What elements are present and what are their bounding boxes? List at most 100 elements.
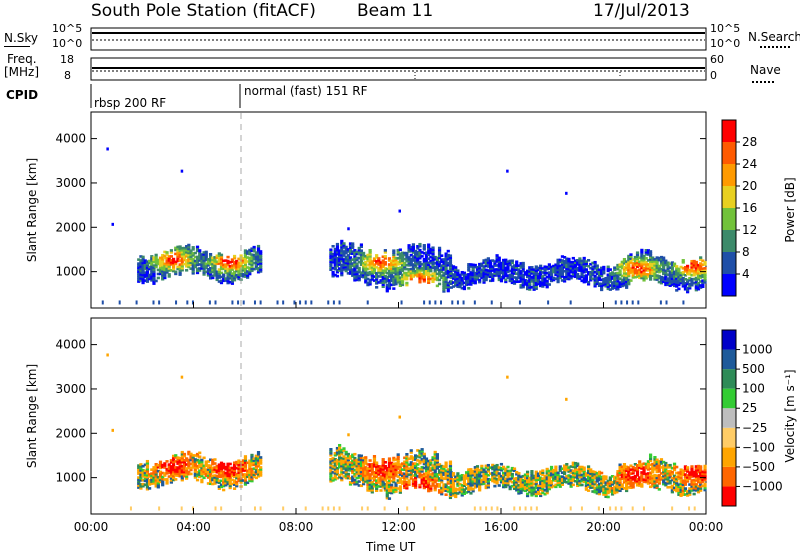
data-cell — [189, 255, 193, 259]
data-cell — [403, 265, 407, 269]
data-cell — [657, 258, 661, 262]
data-cell — [600, 270, 604, 274]
data-cell — [528, 476, 532, 480]
data-cell — [414, 482, 418, 485]
data-cell — [703, 271, 707, 274]
data-cell — [143, 475, 147, 479]
data-cell — [659, 263, 664, 267]
data-cell — [237, 465, 241, 469]
data-cell — [600, 282, 604, 286]
data-cell — [226, 261, 230, 265]
data-cell — [243, 271, 248, 274]
data-cell — [416, 270, 420, 274]
data-cell — [515, 262, 519, 266]
data-cell — [357, 470, 361, 473]
data-cell — [364, 274, 368, 278]
data-cell — [191, 462, 195, 465]
data-cell — [427, 479, 431, 483]
data-cell — [480, 480, 484, 484]
data-cell — [209, 458, 213, 462]
data-cell — [530, 476, 534, 479]
data-cell — [198, 475, 202, 479]
data-cell — [602, 283, 606, 287]
data-cell — [178, 458, 182, 462]
data-cell — [677, 287, 681, 291]
data-cell — [143, 469, 147, 473]
data-cell — [243, 467, 248, 470]
data-cell — [672, 282, 677, 286]
data-cell — [383, 257, 387, 260]
data-cell — [681, 471, 685, 475]
data-cell — [331, 477, 335, 480]
data-cell — [331, 256, 335, 260]
data-cell — [512, 268, 517, 271]
data-cell — [464, 487, 469, 490]
data-cell — [694, 284, 698, 288]
data-cell — [405, 486, 409, 490]
data-cell — [195, 249, 200, 253]
data-cell — [631, 465, 635, 469]
data-cell — [499, 468, 504, 472]
data-cell — [331, 467, 335, 470]
data-cell — [686, 470, 690, 473]
data-cell — [480, 482, 484, 486]
data-cell — [670, 283, 674, 286]
data-cell — [521, 265, 525, 269]
data-cell — [176, 255, 180, 259]
data-cell — [431, 276, 435, 279]
data-cell — [351, 258, 355, 261]
data-cell — [651, 474, 655, 478]
data-cell — [616, 486, 620, 489]
data-cell — [456, 281, 460, 284]
data-cell — [467, 474, 471, 477]
data-cell — [699, 284, 703, 287]
data-cell — [560, 475, 565, 478]
data-cell — [200, 478, 204, 482]
data-cell — [442, 487, 446, 490]
data-cell — [488, 265, 493, 269]
data-cell — [644, 264, 648, 268]
data-cell — [692, 259, 696, 263]
data-cell — [534, 482, 538, 486]
data-cell — [400, 462, 405, 465]
data-cell — [609, 506, 612, 511]
data-cell — [398, 481, 402, 484]
data-cell — [346, 266, 350, 269]
data-cell — [224, 473, 228, 477]
data-cell — [703, 468, 707, 472]
data-cell — [662, 262, 666, 266]
data-cell — [482, 273, 486, 276]
data-cell — [237, 477, 241, 481]
data-cell — [353, 270, 357, 274]
data-cell — [608, 476, 612, 479]
data-cell — [200, 462, 204, 466]
data-cell — [377, 481, 381, 484]
data-cell — [398, 252, 402, 256]
data-cell — [462, 476, 467, 480]
data-cell — [346, 456, 350, 460]
data-cell — [664, 259, 668, 263]
data-cell — [584, 488, 588, 491]
data-cell — [370, 468, 374, 472]
data-cell — [416, 463, 420, 466]
data-cell — [688, 270, 692, 274]
data-cell — [239, 274, 243, 277]
data-cell — [582, 478, 586, 482]
data-cell — [405, 283, 409, 287]
data-cell — [638, 460, 642, 463]
data-cell — [525, 492, 530, 496]
data-cell — [651, 268, 655, 272]
data-cell — [361, 482, 366, 486]
data-cell — [403, 478, 407, 482]
data-cell — [427, 251, 431, 255]
data-cell — [467, 484, 471, 487]
data-cell — [458, 283, 462, 287]
data-cell — [653, 483, 657, 487]
data-cell — [252, 467, 256, 470]
data-cell — [640, 473, 644, 476]
data-cell — [699, 473, 703, 476]
data-cell — [510, 271, 514, 275]
data-cell — [167, 467, 171, 470]
data-cell — [543, 484, 547, 488]
data-cell — [348, 457, 353, 460]
